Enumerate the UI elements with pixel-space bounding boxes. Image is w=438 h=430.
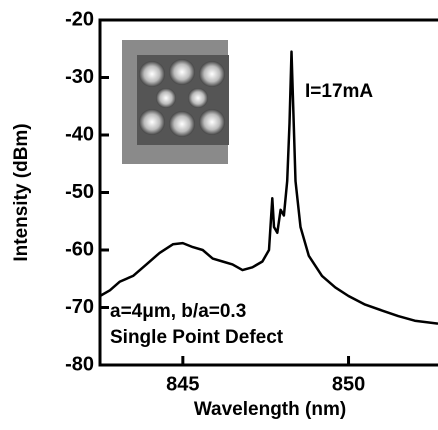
annotation: a=4μm, b/a=0.3 bbox=[110, 301, 246, 322]
y-tick-label: -80 bbox=[65, 353, 94, 375]
y-axis-title: Intensity (dBm) bbox=[11, 123, 32, 261]
x-axis-title: Wavelength (nm) bbox=[194, 399, 346, 420]
annotation: Single Point Defect bbox=[110, 327, 284, 348]
x-tick-label: 845 bbox=[166, 373, 199, 395]
y-tick-label: -40 bbox=[65, 123, 94, 145]
spectrum-line bbox=[99, 50, 438, 325]
inset-image bbox=[122, 40, 229, 164]
annotation: I=17mA bbox=[305, 81, 373, 102]
y-tick-label: -50 bbox=[65, 181, 94, 203]
y-tick-label: -60 bbox=[65, 238, 94, 260]
y-tick-label: -20 bbox=[65, 8, 94, 30]
y-tick-label: -30 bbox=[65, 66, 94, 88]
x-tick-label: 850 bbox=[332, 373, 365, 395]
y-tick-label: -70 bbox=[65, 296, 94, 318]
